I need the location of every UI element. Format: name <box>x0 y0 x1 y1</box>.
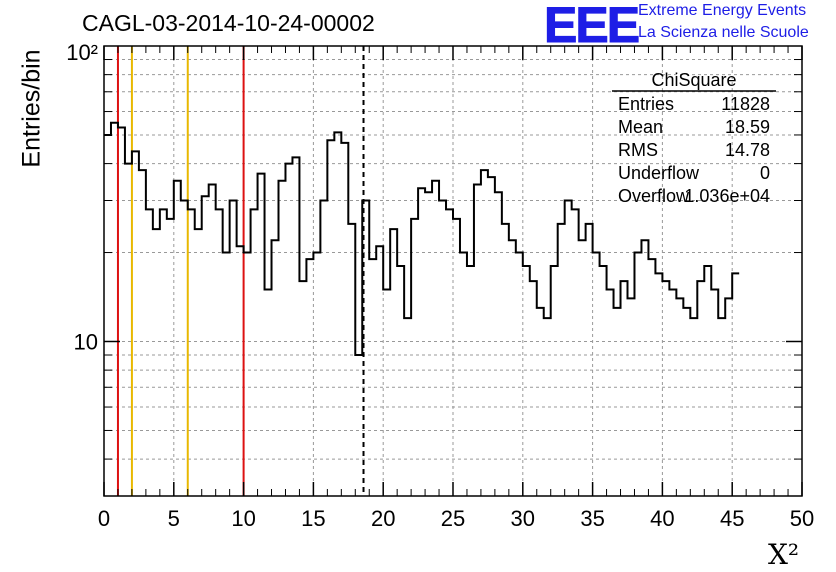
x-tick-label: 20 <box>371 506 395 531</box>
x-tick-label: 5 <box>168 506 180 531</box>
x-axis-label: X² <box>768 538 800 571</box>
y-tick-label: 10 <box>74 329 98 354</box>
stats-row-value: 14.78 <box>725 140 770 160</box>
x-tick-label: 30 <box>511 506 535 531</box>
x-tick-label: 35 <box>580 506 604 531</box>
stats-row-value: 0 <box>760 163 770 183</box>
axis-ticks: 0 5 10 15 20 25 30 35 40 45 50 10 10² <box>66 40 814 531</box>
marker-lines <box>116 46 365 496</box>
stats-row-label: Overflow <box>618 186 690 206</box>
stats-row-label: Entries <box>618 94 674 114</box>
y-tick-label: 10² <box>66 40 98 65</box>
histogram-series <box>104 121 740 357</box>
stats-row-value: 11828 <box>721 94 770 114</box>
logo-line-2: La Scienza nelle Scuole <box>638 24 809 41</box>
stats-row-label: Mean <box>618 117 663 137</box>
logo-line-1: Extreme Energy Events <box>638 2 807 19</box>
stats-row-value: 1.036e+04 <box>684 186 770 206</box>
grid <box>104 46 802 497</box>
stats-row-label: Underflow <box>618 163 700 183</box>
x-tick-label: 45 <box>720 506 744 531</box>
x-tick-label: 0 <box>98 506 110 531</box>
stats-row-label: RMS <box>618 140 658 160</box>
eee-logo: EEE <box>543 0 640 54</box>
chart-title: CAGL-03-2014-10-24-00002 <box>82 10 375 36</box>
x-tick-label: 15 <box>301 506 325 531</box>
stats-row-value: 18.59 <box>725 117 770 137</box>
stats-box-title: ChiSquare <box>651 70 736 90</box>
x-tick-label: 10 <box>231 506 255 531</box>
x-tick-label: 40 <box>650 506 674 531</box>
x-tick-label: 50 <box>790 506 814 531</box>
x-tick-label: 25 <box>441 506 465 531</box>
stats-box: ChiSquare Entries 11828 Mean 18.59 RMS 14.78 U… <box>612 70 776 206</box>
